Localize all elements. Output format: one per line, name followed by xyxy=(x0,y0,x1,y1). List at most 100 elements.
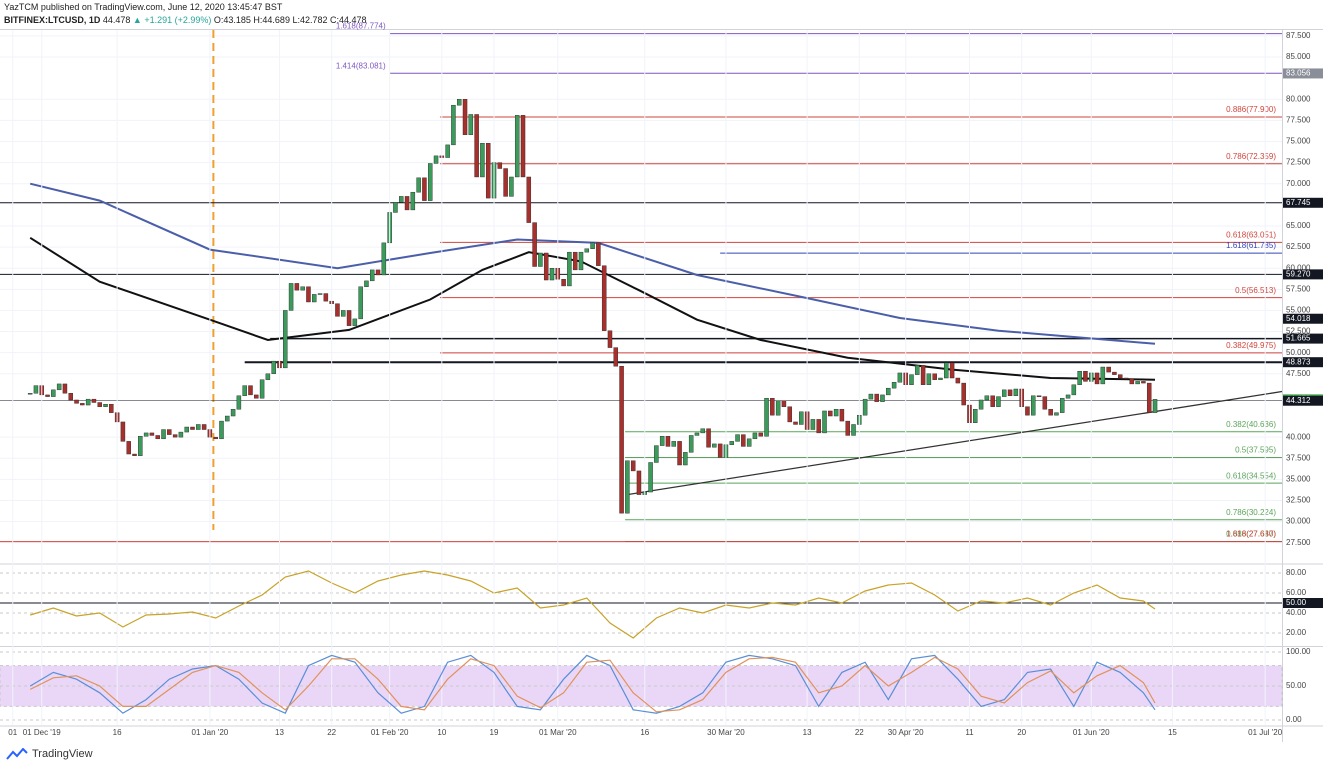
candle xyxy=(346,310,352,326)
price-box-label: 54.018 xyxy=(1286,314,1311,323)
x-tick-label: 16 xyxy=(640,728,649,737)
candle xyxy=(828,410,833,417)
candle xyxy=(230,409,236,417)
candle xyxy=(1031,395,1036,416)
candle xyxy=(109,403,114,413)
candle xyxy=(1007,389,1013,396)
x-tick-label: 16 xyxy=(113,728,122,737)
y-tick-label: 57.500 xyxy=(1286,284,1311,293)
candle xyxy=(1002,389,1007,397)
candle xyxy=(358,286,363,320)
candle xyxy=(833,409,839,417)
price-box-label: 48.873 xyxy=(1286,357,1311,366)
x-tick-label: 01 Jan '20 xyxy=(192,728,229,737)
candle xyxy=(752,432,758,440)
x-tick-label: 01 Dec '19 xyxy=(23,728,62,737)
candle xyxy=(1146,382,1152,413)
candle xyxy=(1048,409,1053,416)
candle xyxy=(543,252,549,281)
candle xyxy=(393,202,398,213)
x-tick-label: 13 xyxy=(275,728,284,737)
candle xyxy=(294,283,300,291)
x-tick-label: 22 xyxy=(855,728,864,737)
candle xyxy=(1129,378,1135,385)
candle xyxy=(468,114,474,135)
candle xyxy=(45,394,50,397)
x-tick-label: 22 xyxy=(327,728,336,737)
price-box xyxy=(1283,269,1323,280)
candle xyxy=(601,265,607,331)
candle xyxy=(665,436,671,447)
y-tick-label: 80.00 xyxy=(1286,568,1307,577)
candle xyxy=(288,283,294,311)
indicator-line xyxy=(29,182,1156,345)
x-tick-label: 30 Apr '20 xyxy=(888,728,924,737)
candle xyxy=(445,144,450,158)
y-tick-label: 77.500 xyxy=(1286,115,1311,124)
candle xyxy=(938,377,943,380)
candle xyxy=(56,383,62,391)
fib-label: 0.5(56.513) xyxy=(1235,286,1276,295)
candle xyxy=(572,251,578,271)
y-tick-label: 0.00 xyxy=(1286,715,1302,724)
candle xyxy=(167,429,172,435)
candle xyxy=(636,470,642,495)
candle xyxy=(619,365,624,514)
price-box xyxy=(1283,357,1323,368)
y-tick-label: 75.000 xyxy=(1286,137,1311,146)
candle xyxy=(520,115,526,178)
candle xyxy=(746,438,752,447)
candle xyxy=(178,431,184,438)
fib-label: 1.618(27.630) xyxy=(1226,530,1276,539)
candle xyxy=(335,303,340,317)
y-tick-label: 62.500 xyxy=(1286,242,1311,251)
candle xyxy=(271,360,276,374)
candle xyxy=(132,453,137,456)
candle xyxy=(184,426,189,433)
candle xyxy=(283,310,288,369)
brand-logo xyxy=(6,748,28,760)
candle xyxy=(27,393,33,395)
candle xyxy=(944,362,949,379)
candle xyxy=(422,177,427,201)
candle xyxy=(694,432,700,436)
candle xyxy=(236,395,242,410)
candle xyxy=(103,403,108,407)
candle xyxy=(265,373,271,380)
candle xyxy=(590,242,595,249)
y-tick-label: 50.00 xyxy=(1286,681,1307,690)
candle xyxy=(62,383,68,394)
candle xyxy=(1112,371,1117,375)
y-tick-label: 60.000 xyxy=(1286,263,1311,272)
x-tick-label: 15 xyxy=(1168,728,1177,737)
candle xyxy=(671,441,676,447)
x-tick-label: 13 xyxy=(803,728,812,737)
candle xyxy=(462,99,468,135)
candle xyxy=(909,374,914,385)
last-price: 44.478 xyxy=(102,15,131,25)
candle xyxy=(799,411,804,425)
price-change: ▲ +1.291 (+2.99%) xyxy=(132,15,212,25)
candle xyxy=(172,434,178,438)
x-tick-label: 10 xyxy=(437,728,446,737)
candle xyxy=(781,400,787,407)
candle xyxy=(793,421,798,425)
candle xyxy=(688,435,694,453)
candle xyxy=(683,452,688,466)
candle xyxy=(317,293,323,295)
candle xyxy=(225,415,230,422)
candle xyxy=(370,269,375,282)
fib-label: 0.786(72.359) xyxy=(1226,152,1276,161)
candle xyxy=(416,177,421,193)
candle xyxy=(1065,394,1071,399)
candle xyxy=(451,104,456,146)
candle xyxy=(1106,366,1111,373)
y-tick-label: 100.00 xyxy=(1286,647,1311,656)
candle xyxy=(613,347,619,367)
y-tick-label: 87.500 xyxy=(1286,31,1311,40)
candle xyxy=(381,242,387,276)
candle xyxy=(816,419,821,434)
y-tick-label: 50.000 xyxy=(1286,348,1311,357)
candle xyxy=(596,242,601,266)
fib-label: 0.382(49.975) xyxy=(1226,341,1276,350)
